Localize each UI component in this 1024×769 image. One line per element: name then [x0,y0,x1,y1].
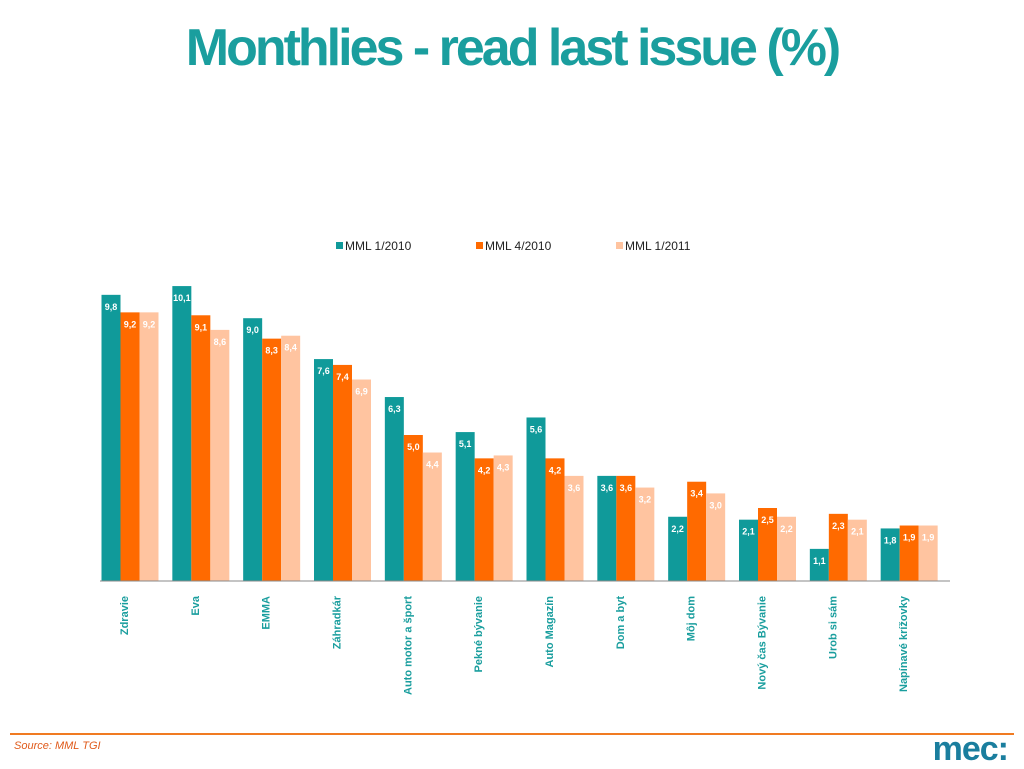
category-labels: Zdravie Eva EMMA Záhradkár Auto motor a špor… [119,595,910,695]
value-label-3-7: 3,6 [568,483,581,493]
bar-2-1 [120,312,140,581]
value-label-3-3: 8,4 [284,343,297,353]
bar-3-2 [210,329,230,581]
legend: MML 1/2010 MML 4/2010 MML 1/2011 [336,239,691,253]
category-label-7: Auto Magazín [544,596,556,668]
category-label-3: EMMA [261,596,273,630]
value-label-3-6: 4,3 [497,462,510,472]
legend-swatch-1 [336,242,343,249]
legend-swatch-3 [616,242,623,249]
value-label-3-12: 1,9 [922,533,935,543]
value-label-1-5: 6,3 [388,404,401,414]
bar-1-4 [314,359,333,581]
bar-3-6 [493,455,513,581]
value-label-1-3: 9,0 [246,325,259,335]
value-label-2-8: 3,6 [620,483,633,493]
bar-1-2 [172,286,192,581]
value-label-1-12: 1,8 [884,535,897,545]
value-label-3-9: 3,0 [709,500,722,510]
value-label-2-6: 4,2 [478,465,491,475]
legend-label-2: MML 4/2010 [485,239,552,253]
legend-label-3: MML 1/2011 [625,239,691,253]
value-label-3-8: 3,2 [639,495,652,505]
category-label-6: Pekné bývanie [473,596,485,672]
value-label-1-4: 7,6 [317,366,330,376]
chart-title: Monthlies - read last issue (%) [185,19,842,77]
category-label-9: Môj dom [686,596,698,641]
bar-3-10 [777,516,796,581]
bars [101,286,938,581]
bar-2-8 [616,475,636,581]
bar-2-3 [262,338,282,581]
legend-swatch-2 [476,242,483,249]
bar-3-12 [918,525,938,581]
value-label-3-10: 2,2 [780,524,793,534]
value-label-3-1: 9,2 [143,319,156,329]
bar-3-3 [281,335,301,581]
value-label-1-11: 1,1 [813,556,826,566]
bar-2-12 [899,525,919,581]
category-label-5: Auto motor a šport [402,596,414,695]
value-label-1-1: 9,8 [105,302,118,312]
category-label-8: Dom a byt [615,596,627,650]
bar-3-4 [352,379,371,581]
value-label-1-7: 5,6 [530,424,543,434]
bar-1-9 [668,516,688,581]
bar-2-4 [333,364,352,581]
bar-1-10 [739,519,758,581]
bar-3-7 [564,475,584,581]
value-label-1-2: 10,1 [173,293,191,303]
bar-3-11 [847,519,867,581]
bar-2-9 [687,481,707,581]
bar-1-1 [101,294,121,581]
bar-3-5 [422,452,442,581]
category-label-1: Zdravie [119,596,131,635]
category-label-4: Záhradkár [332,595,344,649]
legend-label-1: MML 1/2010 [345,239,412,253]
bar-2-6 [474,458,494,581]
source-note: Source: MML TGI [14,740,101,752]
footer-divider [10,733,1014,735]
value-label-3-5: 4,4 [426,460,439,470]
bar-2-5 [403,435,423,581]
value-label-2-3: 8,3 [265,346,278,356]
bar-1-8 [597,475,617,581]
value-label-1-8: 3,6 [601,483,614,493]
bar-2-11 [828,513,848,581]
bar-3-8 [635,487,655,581]
value-label-1-10: 2,1 [742,527,755,537]
value-label-2-1: 9,2 [124,319,137,329]
value-label-1-9: 2,2 [671,524,684,534]
value-label-2-7: 4,2 [549,465,562,475]
mec-logo: mec: [932,730,1009,768]
value-label-2-12: 1,9 [903,533,916,543]
value-label-2-4: 7,4 [336,372,349,382]
value-label-2-11: 2,3 [832,521,845,531]
bar-2-7 [545,458,565,581]
category-label-11: Urob si sám [827,596,839,659]
bar-2-2 [191,315,211,581]
value-label-2-10: 2,5 [761,515,774,525]
value-label-3-11: 2,1 [851,527,864,537]
bar-2-10 [758,508,777,581]
bar-3-1 [139,312,159,581]
value-label-2-9: 3,4 [690,489,703,499]
category-label-2: Eva [190,595,202,615]
value-label-2-2: 9,1 [195,322,208,332]
bar-1-12 [880,528,900,581]
value-labels: 9,8 9,2 9,2 10,1 9,1 8,6 9,0 8,3 8,4 7,6 7,4 6,9 6,3… [105,293,935,566]
bar-1-6 [455,432,475,581]
category-label-10: Nový čas Bývanie [757,596,769,690]
category-label-12: Napínavé krížovky [898,595,910,692]
bar-1-7 [526,417,546,581]
bar-1-5 [384,397,404,581]
value-label-2-5: 5,0 [407,442,420,452]
value-label-3-2: 8,6 [214,337,227,347]
bar-3-9 [706,493,726,581]
value-label-3-4: 6,9 [355,387,368,397]
value-label-1-6: 5,1 [459,439,472,449]
bar-1-11 [809,548,829,581]
bar-1-3 [243,318,263,581]
